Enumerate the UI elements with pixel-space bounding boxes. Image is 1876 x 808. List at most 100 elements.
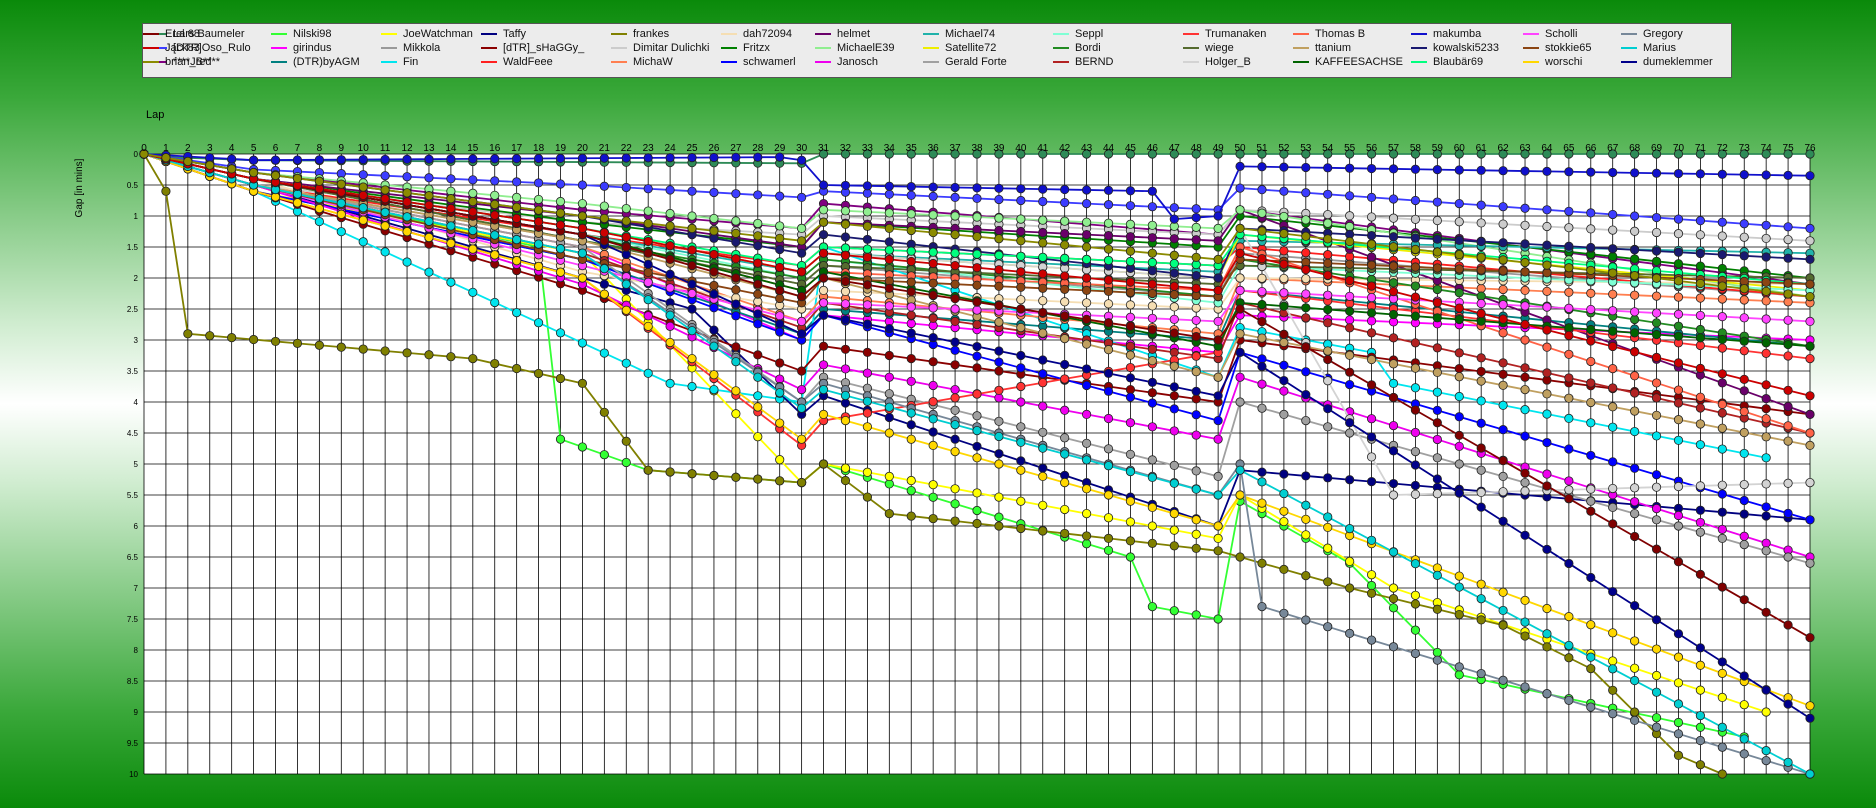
data-point xyxy=(1038,215,1048,225)
data-point xyxy=(1016,397,1026,407)
data-point xyxy=(709,384,719,395)
data-point xyxy=(1301,162,1311,173)
data-point xyxy=(1060,504,1070,515)
legend-item: kowalski5233 xyxy=(1411,42,1499,55)
data-point xyxy=(1060,228,1070,239)
data-point xyxy=(1673,292,1684,302)
data-point xyxy=(818,384,829,395)
data-point xyxy=(1345,628,1355,638)
data-point xyxy=(1191,252,1201,262)
legend-swatch xyxy=(815,33,831,36)
data-point xyxy=(884,237,894,247)
data-point xyxy=(402,212,412,222)
data-point xyxy=(1213,236,1223,246)
data-point xyxy=(468,154,478,164)
data-point xyxy=(1235,205,1245,215)
data-point xyxy=(1476,165,1486,175)
data-point xyxy=(1564,612,1574,622)
legend-label: Gerald Forte xyxy=(945,56,1007,68)
legend-item: Erel 68 xyxy=(143,28,200,41)
data-point xyxy=(1213,391,1223,401)
data-point xyxy=(1673,276,1684,286)
data-point xyxy=(1169,149,1179,159)
data-point xyxy=(1103,149,1114,159)
data-point xyxy=(1323,473,1333,483)
data-point xyxy=(1476,298,1486,309)
data-point xyxy=(972,453,982,463)
data-point xyxy=(1542,205,1552,215)
data-point xyxy=(1279,259,1289,269)
data-point xyxy=(1388,164,1399,174)
legend-label: WaldFeee xyxy=(503,56,553,68)
data-point xyxy=(1542,302,1552,312)
data-point xyxy=(1169,478,1179,488)
legend-item: KAFFEESACHSE xyxy=(1293,56,1403,69)
data-point xyxy=(1542,409,1552,419)
data-point xyxy=(1761,756,1771,766)
data-point xyxy=(1257,379,1267,389)
data-point xyxy=(1235,329,1245,339)
data-point xyxy=(950,405,960,415)
data-point xyxy=(1103,200,1114,210)
data-point xyxy=(1454,430,1464,440)
legend-label: ttanium xyxy=(1315,42,1352,54)
data-point xyxy=(972,249,982,259)
data-point xyxy=(1366,432,1377,442)
data-point xyxy=(884,223,894,233)
data-point xyxy=(994,385,1004,395)
data-point xyxy=(1125,201,1136,211)
data-point xyxy=(1805,477,1815,488)
data-point xyxy=(1608,656,1618,666)
data-point xyxy=(731,228,741,238)
data-point xyxy=(1673,678,1684,688)
data-point xyxy=(1586,149,1596,159)
data-point xyxy=(1695,230,1705,240)
data-point xyxy=(621,216,631,226)
data-point xyxy=(1366,163,1377,174)
data-point xyxy=(950,360,960,370)
data-point xyxy=(950,304,960,314)
data-point xyxy=(1213,223,1223,233)
x-tick-label: 46 xyxy=(1147,143,1159,154)
data-point xyxy=(1103,490,1114,500)
legend-swatch xyxy=(143,47,159,50)
legend-item: Fin xyxy=(381,56,418,69)
data-point xyxy=(1410,559,1421,569)
data-point xyxy=(928,210,938,220)
data-point xyxy=(1476,265,1486,275)
data-point xyxy=(1213,415,1223,426)
data-point xyxy=(1279,337,1289,347)
data-point xyxy=(950,337,960,347)
data-point xyxy=(665,310,675,320)
data-point xyxy=(1038,401,1048,411)
data-point xyxy=(643,277,653,287)
data-point xyxy=(1125,418,1136,428)
data-point xyxy=(1673,331,1684,341)
data-point xyxy=(884,428,894,438)
data-point xyxy=(906,302,916,312)
data-point xyxy=(797,236,807,246)
legend-label: kowalski5233 xyxy=(1433,42,1500,54)
x-tick-label: 30 xyxy=(796,143,808,154)
data-point xyxy=(1783,351,1793,361)
legend-label: Fritzx xyxy=(743,42,770,54)
data-point xyxy=(1695,363,1705,373)
data-point xyxy=(533,318,544,328)
data-point xyxy=(1761,707,1771,717)
data-point xyxy=(731,152,741,162)
data-point xyxy=(1147,202,1157,212)
legend-label: dah72094 xyxy=(743,28,792,40)
data-point xyxy=(1454,348,1464,358)
y-tick-label: 1.5 xyxy=(127,243,139,252)
data-point xyxy=(1169,541,1179,551)
y-tick-label: 4.5 xyxy=(127,429,139,438)
x-tick-label: 29 xyxy=(774,143,786,154)
x-tick-label: 47 xyxy=(1169,143,1181,154)
data-point xyxy=(1717,507,1727,517)
data-point xyxy=(1673,398,1684,408)
data-point xyxy=(1673,358,1684,368)
legend-swatch xyxy=(1621,61,1637,64)
data-point xyxy=(1060,216,1070,226)
data-point xyxy=(928,357,938,367)
data-point xyxy=(1410,648,1421,659)
